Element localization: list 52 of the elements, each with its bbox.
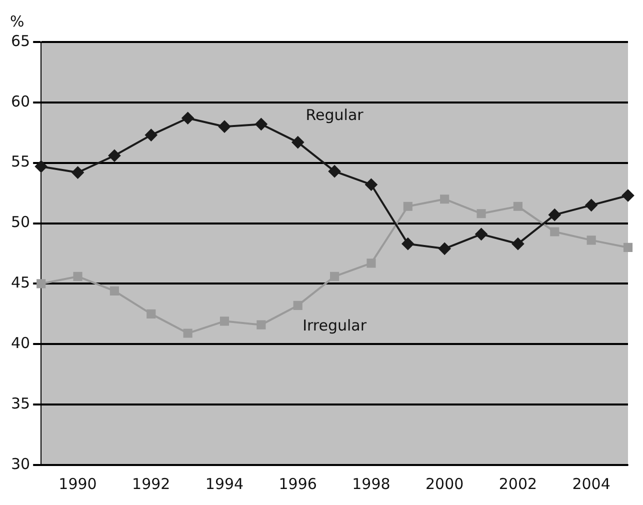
point bbox=[183, 328, 192, 338]
point bbox=[292, 136, 304, 148]
point bbox=[256, 320, 266, 330]
y-tick-label: 60 bbox=[10, 92, 30, 110]
x-tick-label: 2004 bbox=[572, 474, 610, 493]
y-tick-label: 30 bbox=[10, 454, 30, 473]
x-tick-label: 1996 bbox=[278, 474, 317, 493]
point bbox=[255, 118, 268, 130]
point bbox=[220, 316, 230, 326]
point bbox=[548, 208, 561, 221]
point bbox=[550, 227, 560, 236]
point bbox=[366, 258, 376, 268]
y-axis-title: % bbox=[10, 12, 24, 30]
point bbox=[585, 199, 598, 212]
point bbox=[403, 202, 412, 211]
y-tick-label: 40 bbox=[10, 334, 30, 352]
point bbox=[513, 202, 522, 211]
x-tick-label: 1998 bbox=[352, 474, 390, 493]
series-label: Regular bbox=[306, 106, 364, 124]
point bbox=[218, 120, 230, 133]
point bbox=[586, 236, 596, 245]
y-tick-label: 65 bbox=[10, 32, 30, 50]
x-tick-label: 1990 bbox=[58, 474, 97, 493]
point bbox=[293, 300, 302, 310]
point bbox=[182, 112, 194, 124]
point bbox=[365, 178, 378, 191]
point bbox=[146, 309, 156, 318]
x-tick-label: 1992 bbox=[132, 474, 170, 493]
point bbox=[475, 228, 488, 240]
point bbox=[110, 286, 119, 296]
y-tick-label: 45 bbox=[10, 274, 30, 292]
y-tick-label: 50 bbox=[10, 213, 30, 232]
point bbox=[73, 272, 82, 281]
point bbox=[145, 129, 158, 142]
point bbox=[512, 238, 524, 250]
point bbox=[623, 242, 633, 252]
x-tick-label: 2000 bbox=[425, 474, 464, 493]
point bbox=[36, 279, 46, 288]
point bbox=[622, 189, 634, 202]
series-label: Irregular bbox=[302, 316, 368, 334]
point bbox=[328, 165, 341, 178]
point bbox=[440, 194, 450, 204]
x-tick-label: 1994 bbox=[205, 474, 244, 493]
y-tick-label: 55 bbox=[10, 152, 30, 171]
point bbox=[72, 166, 84, 179]
point bbox=[476, 209, 486, 218]
point bbox=[402, 238, 414, 250]
point bbox=[330, 272, 340, 281]
point bbox=[108, 150, 120, 162]
x-tick-label: 2002 bbox=[498, 474, 538, 493]
y-tick-label: 35 bbox=[10, 394, 30, 412]
point bbox=[438, 242, 451, 255]
